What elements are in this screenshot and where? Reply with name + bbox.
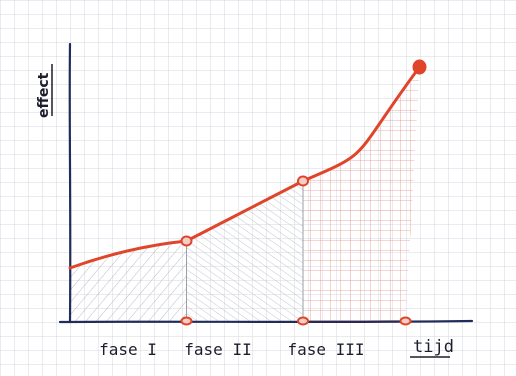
phase-areas (70, 67, 420, 322)
x-axis-marker-3 (399, 316, 412, 326)
data-point-4 (412, 59, 427, 75)
data-markers (180, 59, 427, 247)
x-axis-label: tijd (413, 337, 454, 357)
x-axis-markers (180, 316, 412, 326)
x-axis-marker-1 (180, 316, 193, 326)
phase-separators (186, 181, 304, 322)
phase-area-3 (303, 67, 420, 322)
y-axis-label: effect (36, 72, 52, 118)
x-axis-marker-2 (297, 316, 309, 326)
phase-area-1 (70, 241, 187, 322)
phase-area-2 (186, 181, 303, 322)
phase-label-3: fase III (287, 340, 364, 359)
data-point-3 (297, 175, 309, 187)
phase-labels: fase I fase II fase III (99, 340, 364, 359)
phase-label-2: fase II (184, 340, 251, 359)
x-axis (58, 319, 474, 324)
effect-curve (68, 65, 421, 270)
y-axis (68, 42, 72, 324)
phase-label-1: fase I (99, 340, 157, 359)
data-point-2 (180, 235, 193, 247)
